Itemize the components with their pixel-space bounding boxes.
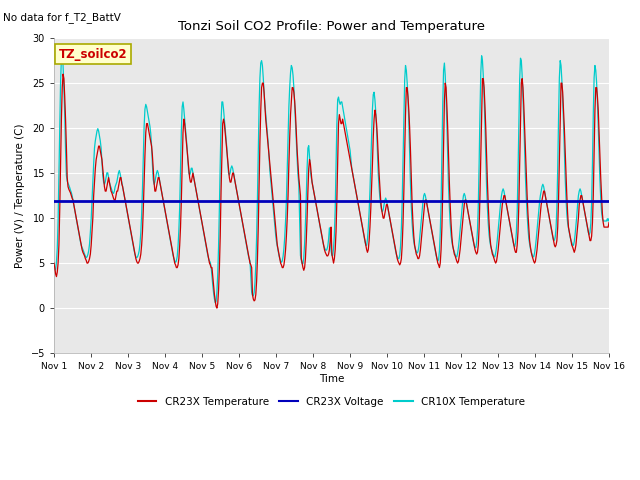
Y-axis label: Power (V) / Temperature (C): Power (V) / Temperature (C) xyxy=(15,123,25,268)
Text: No data for f_T2_BattV: No data for f_T2_BattV xyxy=(3,12,121,23)
Title: Tonzi Soil CO2 Profile: Power and Temperature: Tonzi Soil CO2 Profile: Power and Temper… xyxy=(178,20,485,33)
Legend: CR23X Temperature, CR23X Voltage, CR10X Temperature: CR23X Temperature, CR23X Voltage, CR10X … xyxy=(134,393,529,411)
X-axis label: Time: Time xyxy=(319,374,344,384)
Text: TZ_soilco2: TZ_soilco2 xyxy=(58,48,127,60)
